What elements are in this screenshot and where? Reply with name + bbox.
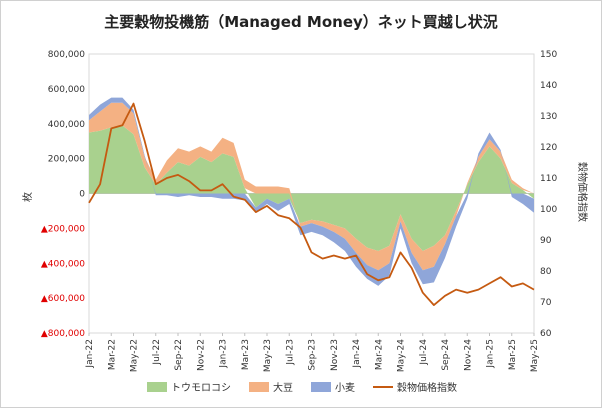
x-axis: Jan-22 Mar-22 May-22 Jul-22 Sep-22 Nov-22 Jan-… [85, 333, 540, 372]
x-tick-label: Sep-23 [308, 339, 318, 371]
x-tick-label: Jan-25 [486, 339, 496, 369]
line-layer [88, 102, 535, 307]
right-axis: 150 140 130 120 110 100 90 80 70 60 [540, 50, 557, 339]
right-tick-label: 60 [540, 329, 552, 339]
x-tick-label: May-24 [397, 339, 407, 372]
chart-title: 主要穀物投機筋（Managed Money）ネット買越し状況 [104, 13, 498, 31]
right-tick-label: 100 [540, 205, 557, 215]
x-tick-label: Jul-24 [419, 339, 429, 366]
x-tick-label: Jan-22 [85, 339, 95, 369]
right-tick-label: 130 [540, 112, 557, 122]
left-tick-label: 400,000 [48, 120, 85, 130]
x-tick-label: Nov-23 [330, 339, 340, 371]
left-tick-label: ▲400,000 [41, 259, 85, 269]
x-tick-label: Jan-23 [219, 339, 229, 369]
right-tick-label: 150 [540, 50, 557, 60]
x-tick-label: May-25 [530, 339, 540, 372]
right-tick-label: 120 [540, 143, 557, 153]
legend-label: 大豆 [273, 381, 293, 394]
right-tick-label: 70 [540, 298, 552, 308]
left-tick-label: ▲200,000 [41, 224, 85, 234]
area-layer [89, 97, 534, 286]
x-tick-label: Mar-22 [107, 339, 117, 370]
left-axis: 800,000 600,000 400,000 200,000 0 ▲200,000 ▲40… [41, 50, 85, 339]
left-tick-label: 800,000 [48, 50, 85, 60]
left-tick-label: ▲600,000 [41, 294, 85, 304]
x-tick-label: Jul-22 [152, 339, 162, 366]
x-tick-label: Nov-22 [196, 339, 206, 371]
legend-swatch [147, 382, 167, 392]
left-tick-label: 600,000 [48, 85, 85, 95]
legend-swatch [311, 382, 331, 392]
x-tick-label: May-23 [263, 339, 273, 372]
area-トウモロコシ [89, 125, 534, 251]
x-tick-label: Mar-24 [374, 339, 384, 370]
left-axis-title: 枚 [21, 192, 34, 202]
left-tick-label: 0 [79, 190, 85, 200]
left-tick-label: ▲800,000 [41, 329, 85, 339]
area-大豆 [89, 102, 534, 271]
right-axis-title: 穀物価格指数 [576, 162, 589, 222]
legend-swatch [249, 382, 269, 392]
legend-label: トウモロコシ [171, 382, 231, 394]
x-tick-label: Jul-23 [285, 339, 295, 366]
left-tick-label: 200,000 [48, 155, 85, 165]
right-tick-label: 90 [540, 236, 552, 246]
line-穀物価格指数 [88, 102, 535, 307]
right-tick-label: 110 [540, 174, 557, 184]
x-tick-label: Sep-24 [441, 339, 451, 371]
legend: トウモロコシ 大豆 小麦 穀物価格指数 [147, 381, 457, 394]
right-tick-label: 80 [540, 267, 552, 277]
legend-label: 穀物価格指数 [397, 381, 457, 394]
legend-label: 小麦 [335, 382, 355, 394]
x-tick-label: Mar-25 [508, 339, 518, 370]
right-tick-label: 140 [540, 81, 557, 91]
x-tick-label: Sep-22 [174, 339, 184, 371]
x-tick-label: May-22 [130, 339, 140, 372]
x-tick-label: Nov-24 [463, 339, 473, 371]
x-tick-label: Mar-23 [241, 339, 251, 370]
x-tick-label: Jan-24 [352, 339, 362, 369]
